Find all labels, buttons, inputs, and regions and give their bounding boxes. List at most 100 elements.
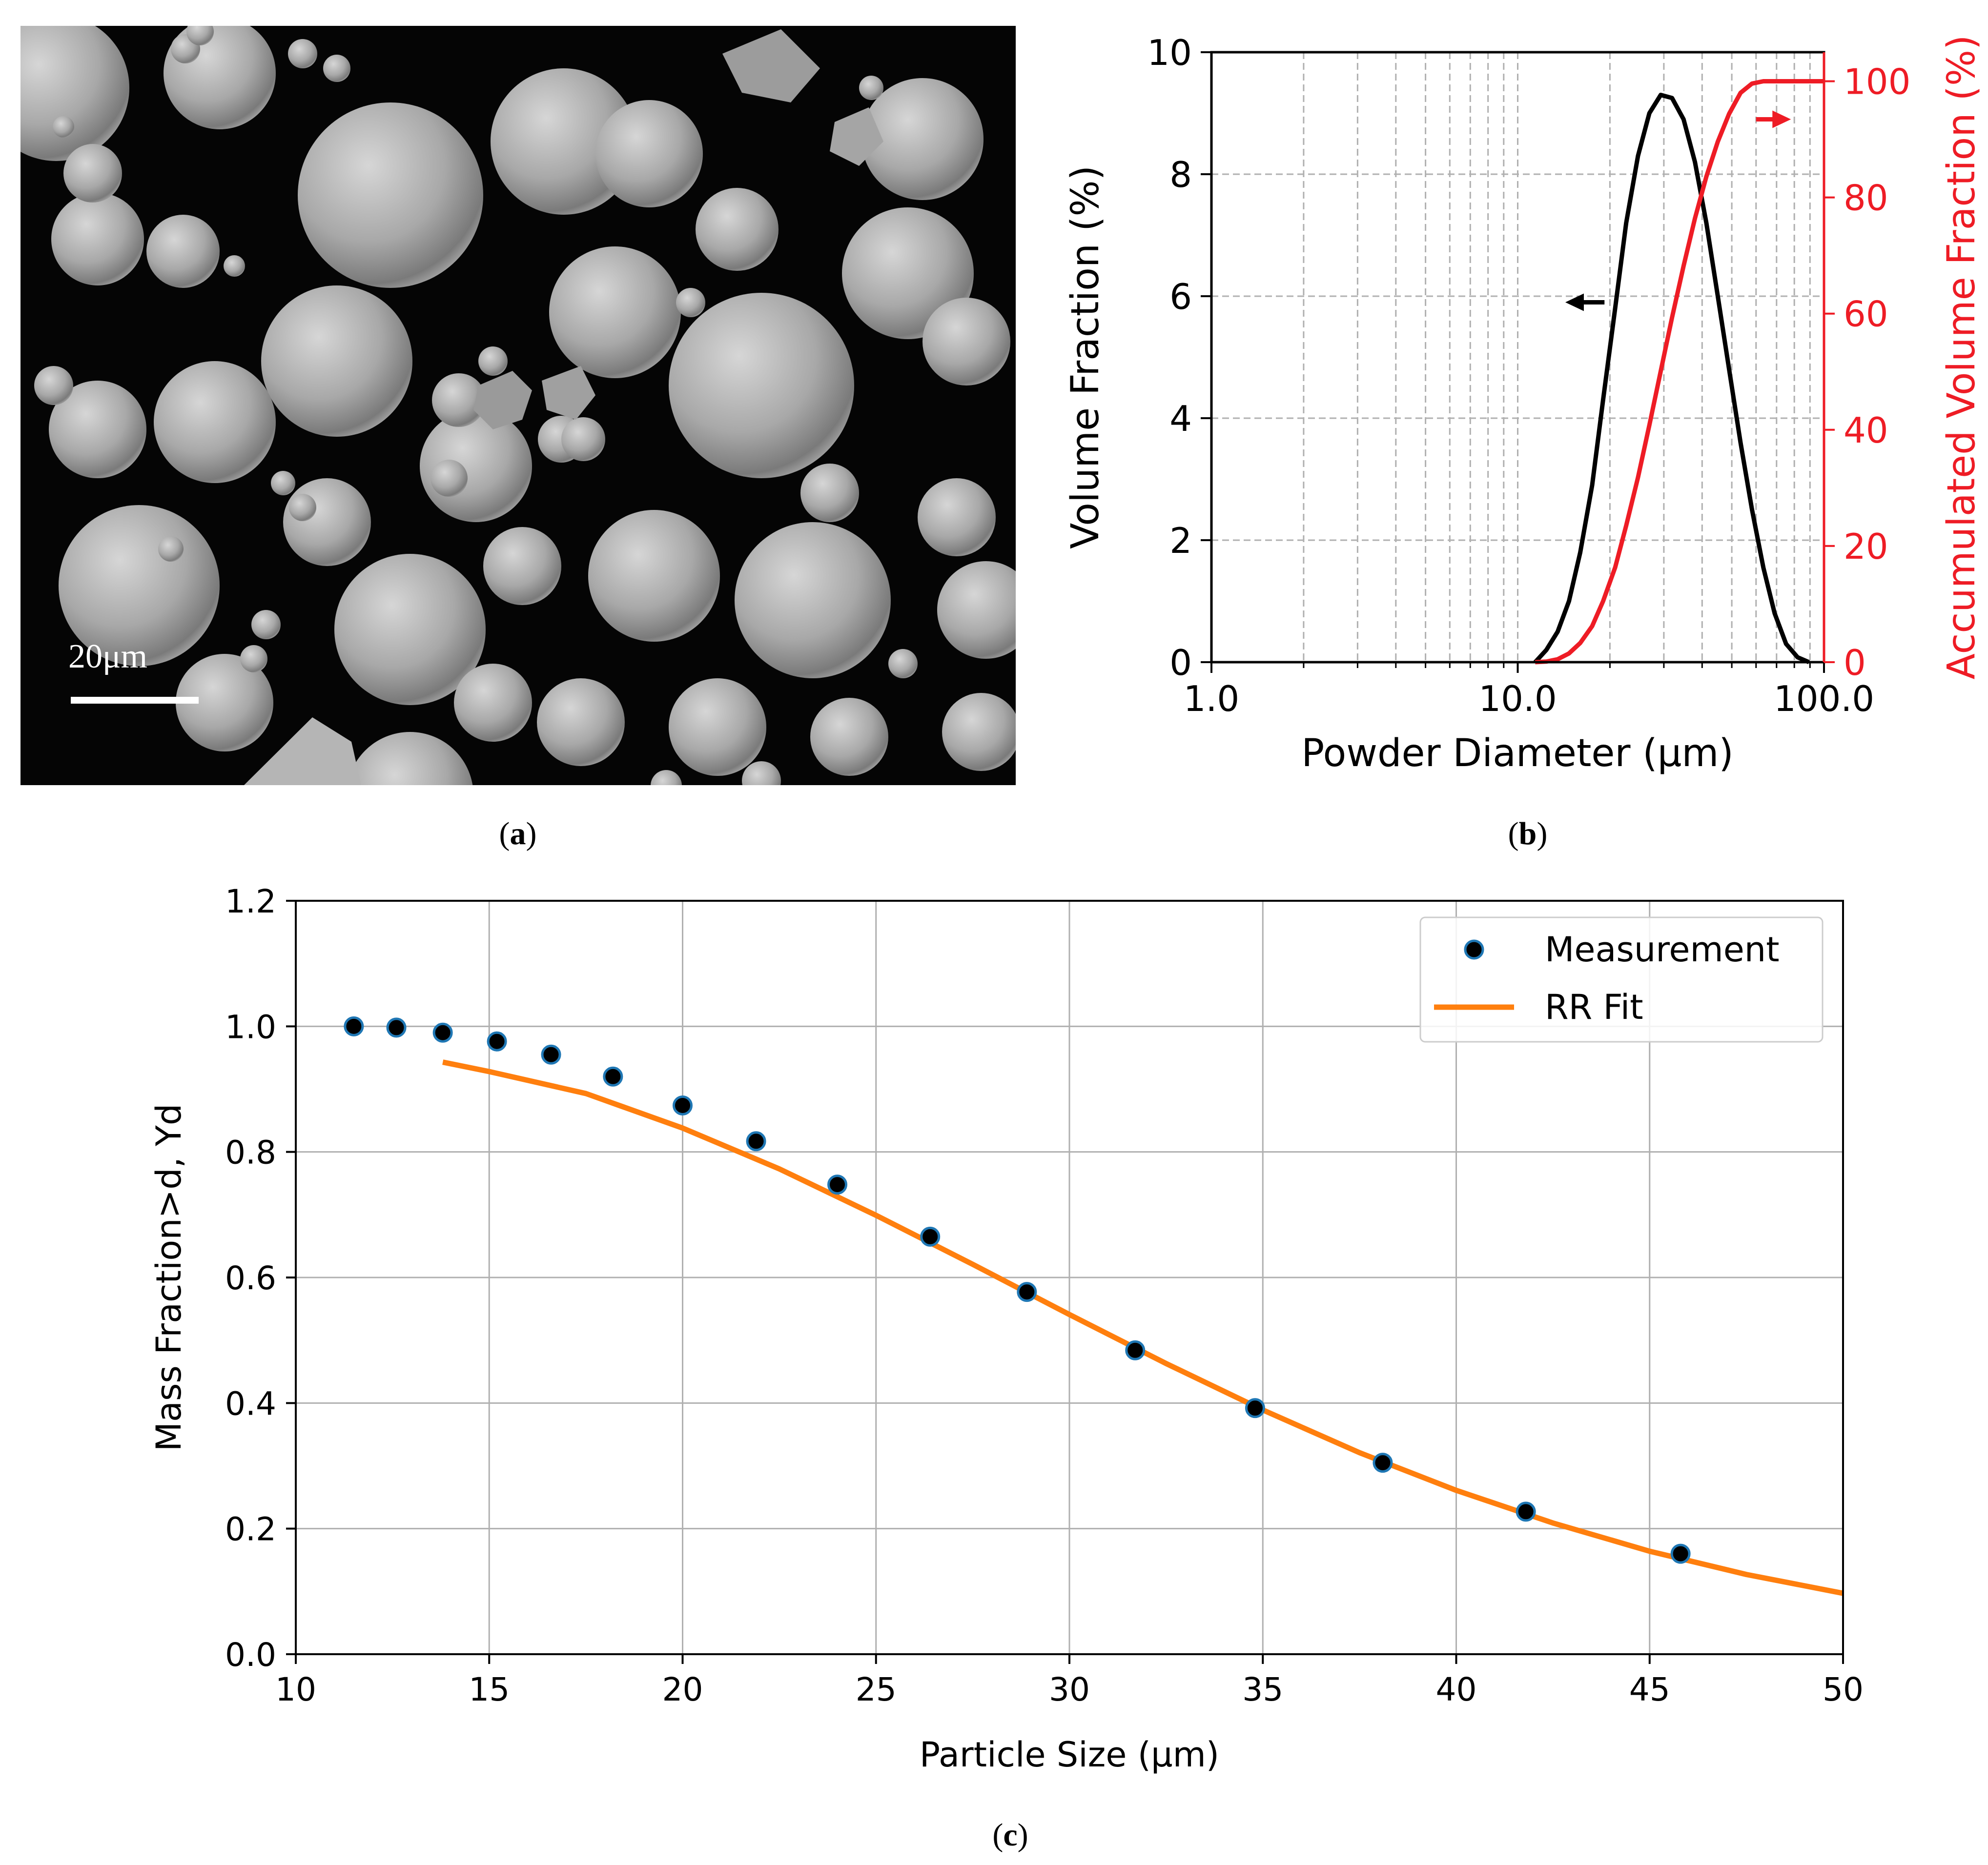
powder-satellite bbox=[430, 460, 468, 497]
chart-b-arrows bbox=[1565, 110, 1791, 311]
x-tick-label: 20 bbox=[662, 1671, 703, 1708]
arrow-head-left bbox=[1565, 293, 1584, 311]
measurement-point bbox=[386, 1017, 407, 1038]
x-tick-label: 50 bbox=[1823, 1671, 1864, 1708]
irregular-particle bbox=[244, 717, 361, 785]
powder-particle bbox=[298, 102, 483, 288]
measurement-point bbox=[1373, 1453, 1393, 1473]
rr-fit-line bbox=[442, 1059, 1844, 1596]
measurement-point bbox=[1125, 1340, 1146, 1360]
powder-particle bbox=[861, 78, 984, 200]
powder-particle bbox=[800, 464, 859, 522]
y-tick-label: 1.2 bbox=[225, 883, 276, 920]
y2-tick-label: 80 bbox=[1844, 178, 1888, 219]
powder-satellite bbox=[186, 26, 214, 45]
y-tick-label: 0.8 bbox=[225, 1134, 276, 1172]
powder-particle bbox=[63, 144, 122, 203]
powder-particle bbox=[154, 361, 276, 483]
measurement-point bbox=[746, 1131, 766, 1152]
powder-satellite bbox=[888, 649, 918, 678]
powder-satellite bbox=[478, 346, 508, 376]
powder-particle bbox=[49, 381, 146, 478]
x-tick-label: 10 bbox=[275, 1671, 316, 1708]
powder-particle bbox=[942, 693, 1016, 771]
panel-a: 20μm (a) bbox=[20, 26, 1016, 851]
powder-particle bbox=[491, 68, 637, 215]
y-tick-label: 0.4 bbox=[225, 1385, 276, 1422]
chart-b-ylabel: Volume Fraction (%) bbox=[1064, 165, 1107, 549]
y-tick-label: 0.2 bbox=[225, 1511, 276, 1548]
powder-satellite bbox=[34, 366, 73, 405]
powder-particle bbox=[146, 215, 220, 288]
powder-particle bbox=[283, 478, 371, 566]
chart-c-legend: Measurement RR Fit bbox=[1419, 916, 1824, 1043]
powder-particle bbox=[588, 510, 720, 642]
y2-tick-label: 0 bbox=[1844, 642, 1866, 683]
powder-particle bbox=[20, 26, 129, 161]
x-tick-label: 45 bbox=[1629, 1671, 1670, 1708]
measurement-point bbox=[541, 1044, 561, 1065]
x-tick-label: 30 bbox=[1049, 1671, 1090, 1708]
measurement-point bbox=[827, 1175, 847, 1195]
chart-b-y2label: Accumulated Volume Fraction (%) bbox=[1940, 35, 1984, 680]
measurement-point bbox=[1245, 1398, 1265, 1419]
legend-marker-measurement bbox=[1464, 939, 1484, 960]
powder-particle bbox=[164, 26, 276, 129]
powder-particle bbox=[696, 188, 779, 271]
chart-b-series bbox=[1533, 79, 1824, 665]
powder-satellite bbox=[561, 417, 605, 461]
y-tick-label: 4 bbox=[1169, 398, 1192, 439]
chart-c-ticks: 10 15 20 25 30 35 40 45 50 0.0 0.2 0.4 0.6 0.8 1.0 1.2 bbox=[225, 883, 1864, 1708]
powder-satellite bbox=[289, 494, 316, 521]
panel-label-b: (b) bbox=[1508, 816, 1548, 851]
irregular-particle bbox=[473, 371, 532, 429]
x-tick-label: 40 bbox=[1436, 1671, 1477, 1708]
chart-b-xlabel: Powder Diameter (μm) bbox=[1301, 731, 1734, 775]
powder-satellite bbox=[323, 55, 350, 82]
x-tick-label: 25 bbox=[856, 1671, 897, 1708]
measurement-point bbox=[1516, 1501, 1536, 1522]
powder-particle bbox=[549, 246, 681, 378]
powder-satellite bbox=[676, 288, 705, 317]
y-tick-label: 10 bbox=[1147, 32, 1192, 73]
measurement-point bbox=[1017, 1282, 1037, 1302]
y-tick-label: 1.0 bbox=[225, 1008, 276, 1046]
powder-particle bbox=[537, 678, 625, 766]
legend-label-measurement: Measurement bbox=[1545, 930, 1780, 970]
y2-tick-label: 20 bbox=[1844, 526, 1888, 567]
irregular-particle bbox=[542, 366, 595, 420]
y-tick-label: 0 bbox=[1169, 642, 1192, 683]
y2-tick-label: 60 bbox=[1844, 294, 1888, 335]
powder-particle bbox=[810, 698, 888, 776]
arrow-head-right bbox=[1772, 110, 1791, 128]
x-tick-label: 1.0 bbox=[1184, 678, 1240, 719]
chart-c-xlabel: Particle Size (μm) bbox=[920, 1735, 1219, 1775]
y2-tick-label: 100 bbox=[1844, 61, 1910, 102]
measurement-point bbox=[603, 1066, 623, 1087]
irregular-particle bbox=[830, 107, 883, 166]
powder-particle bbox=[432, 373, 486, 427]
legend-label-rr-fit: RR Fit bbox=[1545, 987, 1643, 1027]
y-tick-label: 0.0 bbox=[225, 1636, 276, 1674]
powder-satellite bbox=[224, 255, 245, 277]
powder-satellite bbox=[158, 536, 184, 562]
powder-satellite bbox=[271, 471, 295, 495]
measurement-point bbox=[1670, 1543, 1691, 1564]
y-tick-label: 6 bbox=[1169, 276, 1192, 317]
powder-satellite bbox=[742, 761, 781, 785]
scale-bar-label: 20μm bbox=[68, 638, 147, 675]
powder-particle bbox=[347, 732, 473, 785]
powder-particle bbox=[669, 678, 766, 776]
panel-c: 10 15 20 25 30 35 40 45 500.00.20.40.60.81.01.2 … bbox=[149, 883, 1864, 1853]
x-tick-label: 15 bbox=[469, 1671, 510, 1708]
powder-particle bbox=[937, 561, 1016, 659]
measurement-point bbox=[920, 1226, 941, 1247]
y-tick-label: 2 bbox=[1169, 520, 1192, 561]
panel-label-c: (c) bbox=[992, 1817, 1028, 1853]
powder-satellite bbox=[53, 116, 74, 138]
chart-c-ylabel: Mass Fraction>d, Yd bbox=[149, 1104, 189, 1452]
measurement-point bbox=[487, 1031, 507, 1052]
